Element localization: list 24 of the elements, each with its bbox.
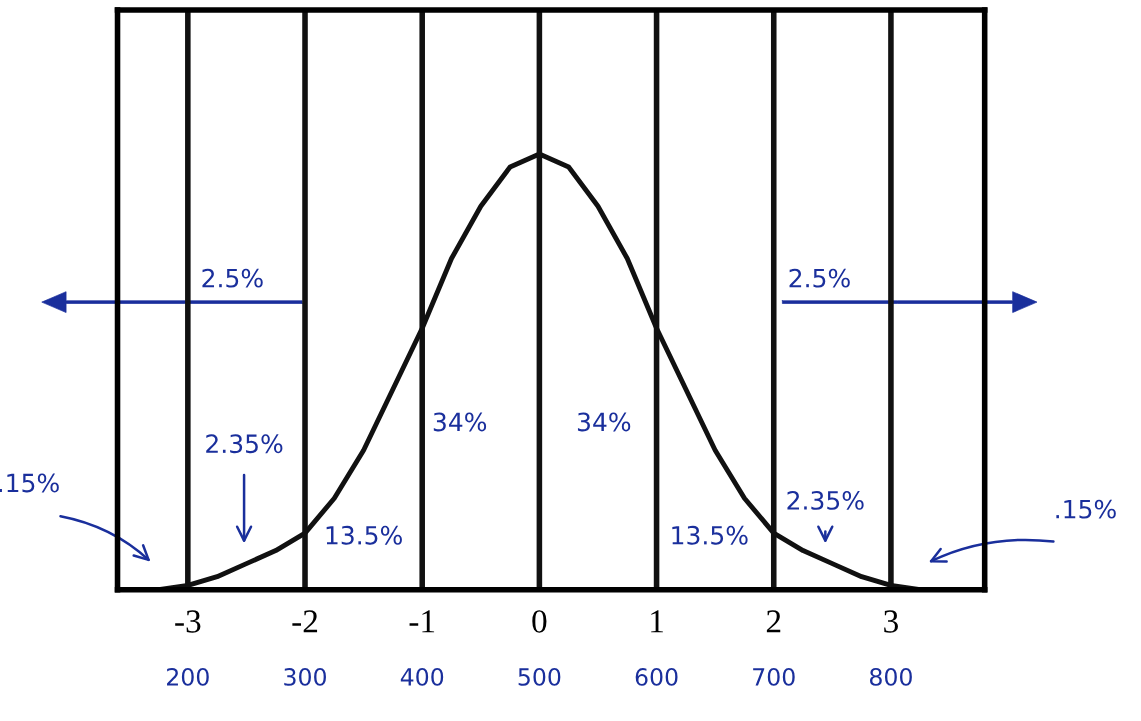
annotation: 2.35% bbox=[787, 490, 864, 510]
annotation: 2.5% bbox=[202, 268, 263, 288]
text: .15% bbox=[0, 473, 59, 493]
x2-tick-label: 200 bbox=[167, 667, 209, 686]
x-tick-label: 0 bbox=[532, 610, 547, 633]
x2-tick-label: 300 bbox=[284, 667, 326, 686]
x-tick-label: 3 bbox=[884, 610, 898, 633]
x2-tick-label: 600 bbox=[635, 667, 678, 686]
annotation: 2.35% bbox=[206, 434, 283, 454]
x-tick-label: 1 bbox=[651, 610, 663, 633]
annotation: 13.5% bbox=[326, 525, 402, 545]
x2-tick-label: 400 bbox=[400, 667, 444, 686]
x2-tick-label: 500 bbox=[518, 667, 561, 686]
x2-tick-label: 700 bbox=[753, 667, 795, 686]
x-tick-label: 2 bbox=[766, 610, 781, 633]
text: .15% bbox=[1056, 499, 1116, 519]
x-tick-label: -3 bbox=[175, 610, 201, 633]
x-tick-label: -1 bbox=[409, 610, 435, 633]
annotation: 34% bbox=[433, 412, 487, 432]
annotation: 13.5% bbox=[672, 525, 748, 545]
annotation: 34% bbox=[577, 412, 631, 432]
annotation: 2.5% bbox=[789, 268, 850, 288]
x2-tick-label: 800 bbox=[870, 667, 912, 686]
x-tick-label: -2 bbox=[292, 610, 318, 633]
